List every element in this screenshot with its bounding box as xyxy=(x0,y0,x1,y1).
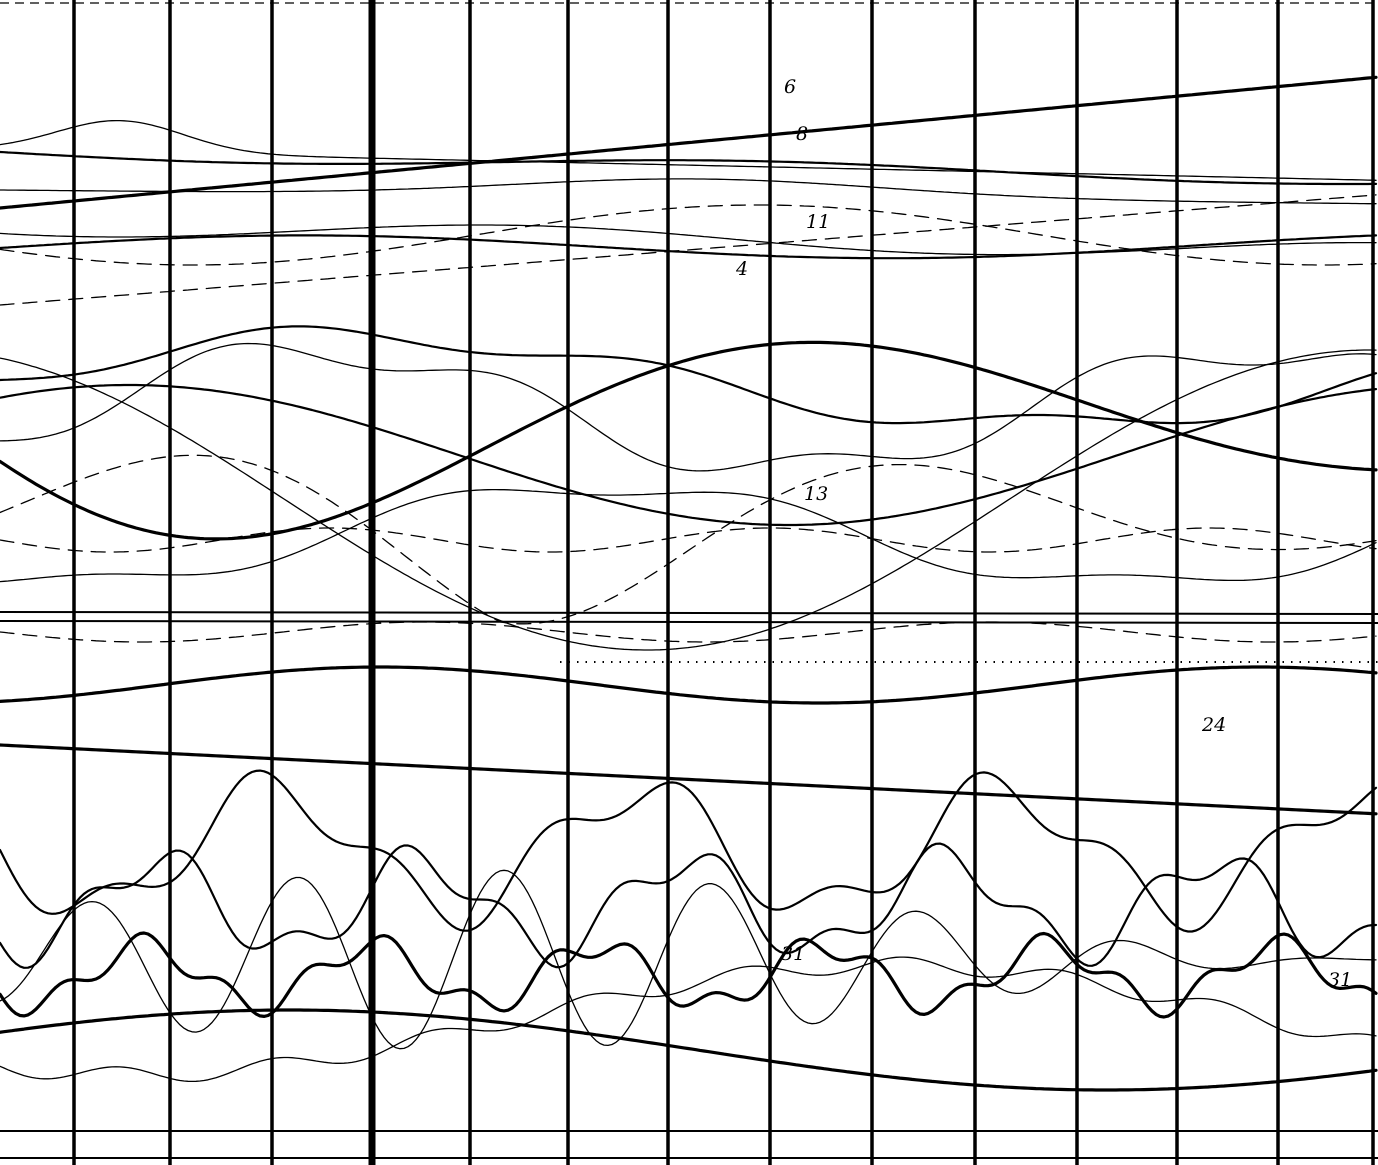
trace-annotation-label: 13 xyxy=(804,483,828,505)
signal-trace xyxy=(0,1008,1378,1092)
trace-annotation-label: 31 xyxy=(1328,969,1352,991)
signal-trace xyxy=(0,527,1377,553)
annotation-group: 6 8 11 4 13 24 31 31 xyxy=(735,76,1352,991)
signal-trace xyxy=(0,621,1377,643)
signal-trace xyxy=(0,842,1378,969)
signal-trace xyxy=(0,204,1377,266)
signal-trace xyxy=(0,488,1377,583)
grid-reference-line xyxy=(0,611,1378,615)
trace-annotation-label: 4 xyxy=(735,258,748,280)
signal-trace xyxy=(0,931,1378,1019)
signal-trace xyxy=(0,178,1377,205)
trace-annotation-label: 24 xyxy=(1201,714,1226,736)
grid-reference-line xyxy=(0,620,1378,624)
signal-trace xyxy=(0,234,1378,260)
signal-trace xyxy=(0,769,1378,933)
trace-annotation-label: 8 xyxy=(796,123,808,145)
trace-annotation-label: 6 xyxy=(784,76,796,98)
signal-trace xyxy=(0,665,1378,705)
signal-trace xyxy=(0,454,1377,625)
signal-trace xyxy=(0,349,1377,651)
signal-trace xyxy=(0,150,1378,186)
signal-trace xyxy=(0,325,1378,425)
signal-trace xyxy=(0,119,1377,181)
signal-trace xyxy=(0,342,1377,472)
signal-trace xyxy=(0,194,1377,306)
trace-group xyxy=(0,75,1378,1092)
trace-annotation-label: 31 xyxy=(781,943,805,965)
signal-trace xyxy=(0,383,1378,527)
signal-trace xyxy=(0,869,1377,1050)
signal-trace xyxy=(0,956,1377,1083)
signal-trace xyxy=(0,75,1378,210)
signal-trace xyxy=(0,743,1378,816)
trace-annotation-label: 11 xyxy=(806,211,830,233)
signal-trace xyxy=(0,224,1377,256)
